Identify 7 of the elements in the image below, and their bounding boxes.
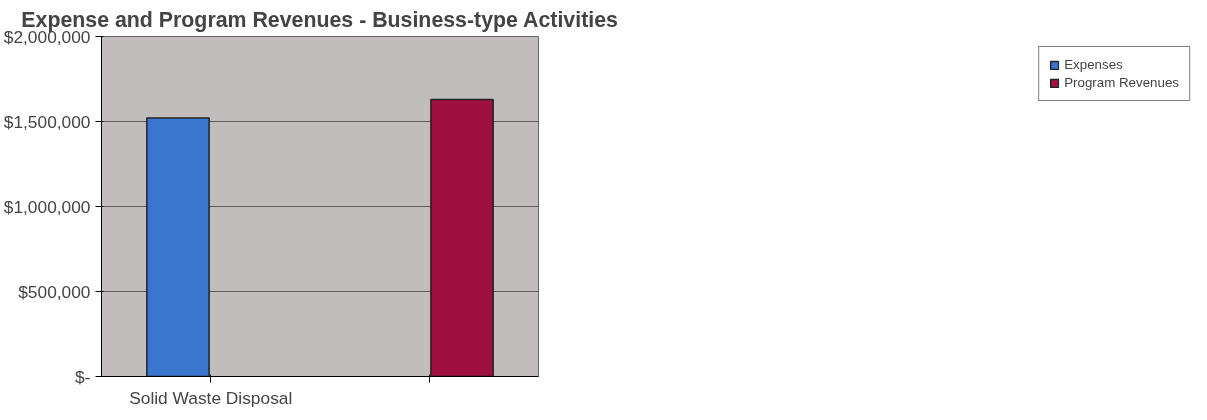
x-tick-label: Solid Waste Disposal	[129, 387, 293, 408]
legend-label: Expenses	[1064, 57, 1123, 72]
y-tick-label: $500,000	[18, 281, 91, 302]
y-tick-label: $1,500,000	[3, 111, 91, 132]
legend-label: Program Revenues	[1064, 75, 1179, 90]
y-tick-label: $1,000,000	[3, 196, 91, 217]
y-tick-label: $-	[75, 366, 91, 387]
